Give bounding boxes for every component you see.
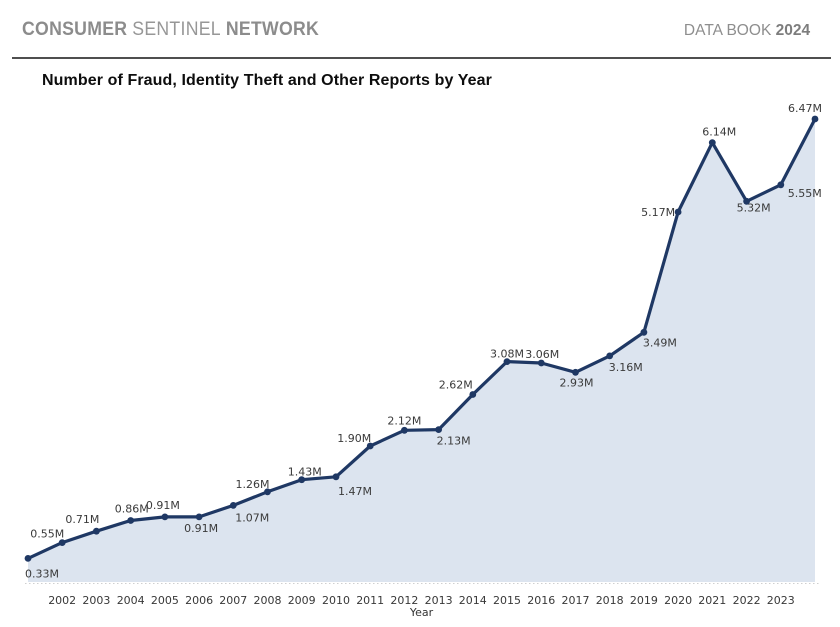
x-tick-label-2014: 2014 xyxy=(459,594,487,607)
data-point-2003 xyxy=(93,527,100,535)
data-label-2006: 0.91M xyxy=(184,522,218,535)
x-tick-label-2015: 2015 xyxy=(493,594,521,607)
x-tick-label-2011: 2011 xyxy=(356,594,384,607)
data-label-2022: 5.32M xyxy=(737,201,771,214)
data-point-2019 xyxy=(640,328,648,336)
data-point-2022 xyxy=(743,197,750,205)
data-label-2017: 2.93M xyxy=(560,376,594,389)
x-tick-label-2020: 2020 xyxy=(664,594,692,607)
data-label-2001: 0.33M xyxy=(25,567,59,580)
x-tick-label-2008: 2008 xyxy=(254,594,282,607)
data-label-2011: 1.90M xyxy=(337,432,371,445)
x-tick-label-2019: 2019 xyxy=(630,594,658,607)
x-tick-label-2003: 2003 xyxy=(82,594,110,607)
x-tick-label-2004: 2004 xyxy=(117,594,145,607)
data-point-2015 xyxy=(503,358,511,365)
header-divider xyxy=(12,57,831,59)
data-label-2014: 2.62M xyxy=(439,379,473,392)
brand-network: NETWORK xyxy=(225,19,320,40)
data-label-2012: 2.12M xyxy=(387,414,421,427)
x-tick-label-2021: 2021 xyxy=(698,594,726,607)
data-label-2018: 3.16M xyxy=(609,361,643,374)
data-point-2021 xyxy=(708,139,716,147)
x-tick-label-2013: 2013 xyxy=(425,594,453,607)
data-point-2023 xyxy=(777,181,785,189)
data-point-2007 xyxy=(229,502,237,509)
data-point-2010 xyxy=(332,473,340,481)
area-fill xyxy=(28,119,815,582)
data-point-2014 xyxy=(469,391,477,398)
x-tick-label-2006: 2006 xyxy=(185,594,213,607)
x-tick-label-2023: 2023 xyxy=(767,594,795,607)
data-label-2009: 1.43M xyxy=(288,466,322,479)
x-tick-label-2005: 2005 xyxy=(151,594,179,607)
data-label-2021: 6.14M xyxy=(702,126,736,139)
data-point-2012 xyxy=(401,426,408,434)
x-tick-label-2010: 2010 xyxy=(322,594,350,607)
data-label-2005: 0.91M xyxy=(146,499,180,512)
data-label-2004: 0.86M xyxy=(115,503,149,516)
data-point-2002 xyxy=(58,539,66,546)
data-label-2008: 1.26M xyxy=(236,478,270,491)
data-point-2016 xyxy=(537,359,545,367)
brand-sentinel: SENTINEL xyxy=(132,19,221,40)
page-header: CONSUMER SENTINEL NETWORK DATA BOOK 2024 xyxy=(22,19,810,41)
data-label-2016: 3.06M xyxy=(525,348,559,361)
data-label-2024: 6.47M xyxy=(788,102,822,115)
data-label-2007: 1.07M xyxy=(235,511,269,524)
x-axis-title: Year xyxy=(409,606,434,619)
data-point-2004 xyxy=(127,517,135,524)
data-point-2017 xyxy=(572,368,579,376)
data-label-2013: 2.13M xyxy=(437,435,471,448)
edition-year: 2024 xyxy=(775,22,810,39)
data-label-2002: 0.55M xyxy=(30,528,64,541)
data-point-2005 xyxy=(161,513,169,521)
edition-databook: DATA BOOK xyxy=(683,22,772,39)
data-point-2024 xyxy=(811,115,819,123)
x-tick-label-2012: 2012 xyxy=(390,594,418,607)
data-point-2020 xyxy=(674,208,682,216)
x-tick-label-2009: 2009 xyxy=(288,594,316,607)
x-tick-label-2016: 2016 xyxy=(527,594,555,607)
chart-title: Number of Fraud, Identity Theft and Othe… xyxy=(42,72,492,89)
x-tick-label-2018: 2018 xyxy=(596,594,624,607)
data-label-2023: 5.55M xyxy=(788,187,822,200)
edition-title: DATA BOOK 2024 xyxy=(684,22,810,40)
data-label-2015: 3.08M xyxy=(490,348,524,361)
data-point-2001 xyxy=(24,555,32,562)
data-point-2008 xyxy=(264,488,271,496)
x-tick-label-2022: 2022 xyxy=(733,594,761,607)
data-label-2019: 3.49M xyxy=(643,336,677,349)
data-point-2011 xyxy=(366,442,374,450)
trend-line xyxy=(26,117,817,560)
data-point-2009 xyxy=(298,476,306,484)
brand-consumer: CONSUMER xyxy=(22,19,128,40)
x-tick-label-2017: 2017 xyxy=(562,594,590,607)
x-tick-label-2002: 2002 xyxy=(48,594,76,607)
x-tick-label-2007: 2007 xyxy=(219,594,247,607)
data-label-2020: 5.17M xyxy=(641,206,675,219)
data-label-2010: 1.47M xyxy=(338,485,372,498)
data-point-2013 xyxy=(435,426,442,433)
data-label-2003: 0.71M xyxy=(65,513,99,526)
data-point-2018 xyxy=(606,352,614,360)
brand-title: CONSUMER SENTINEL NETWORK xyxy=(22,19,319,41)
data-point-2006 xyxy=(195,513,203,521)
